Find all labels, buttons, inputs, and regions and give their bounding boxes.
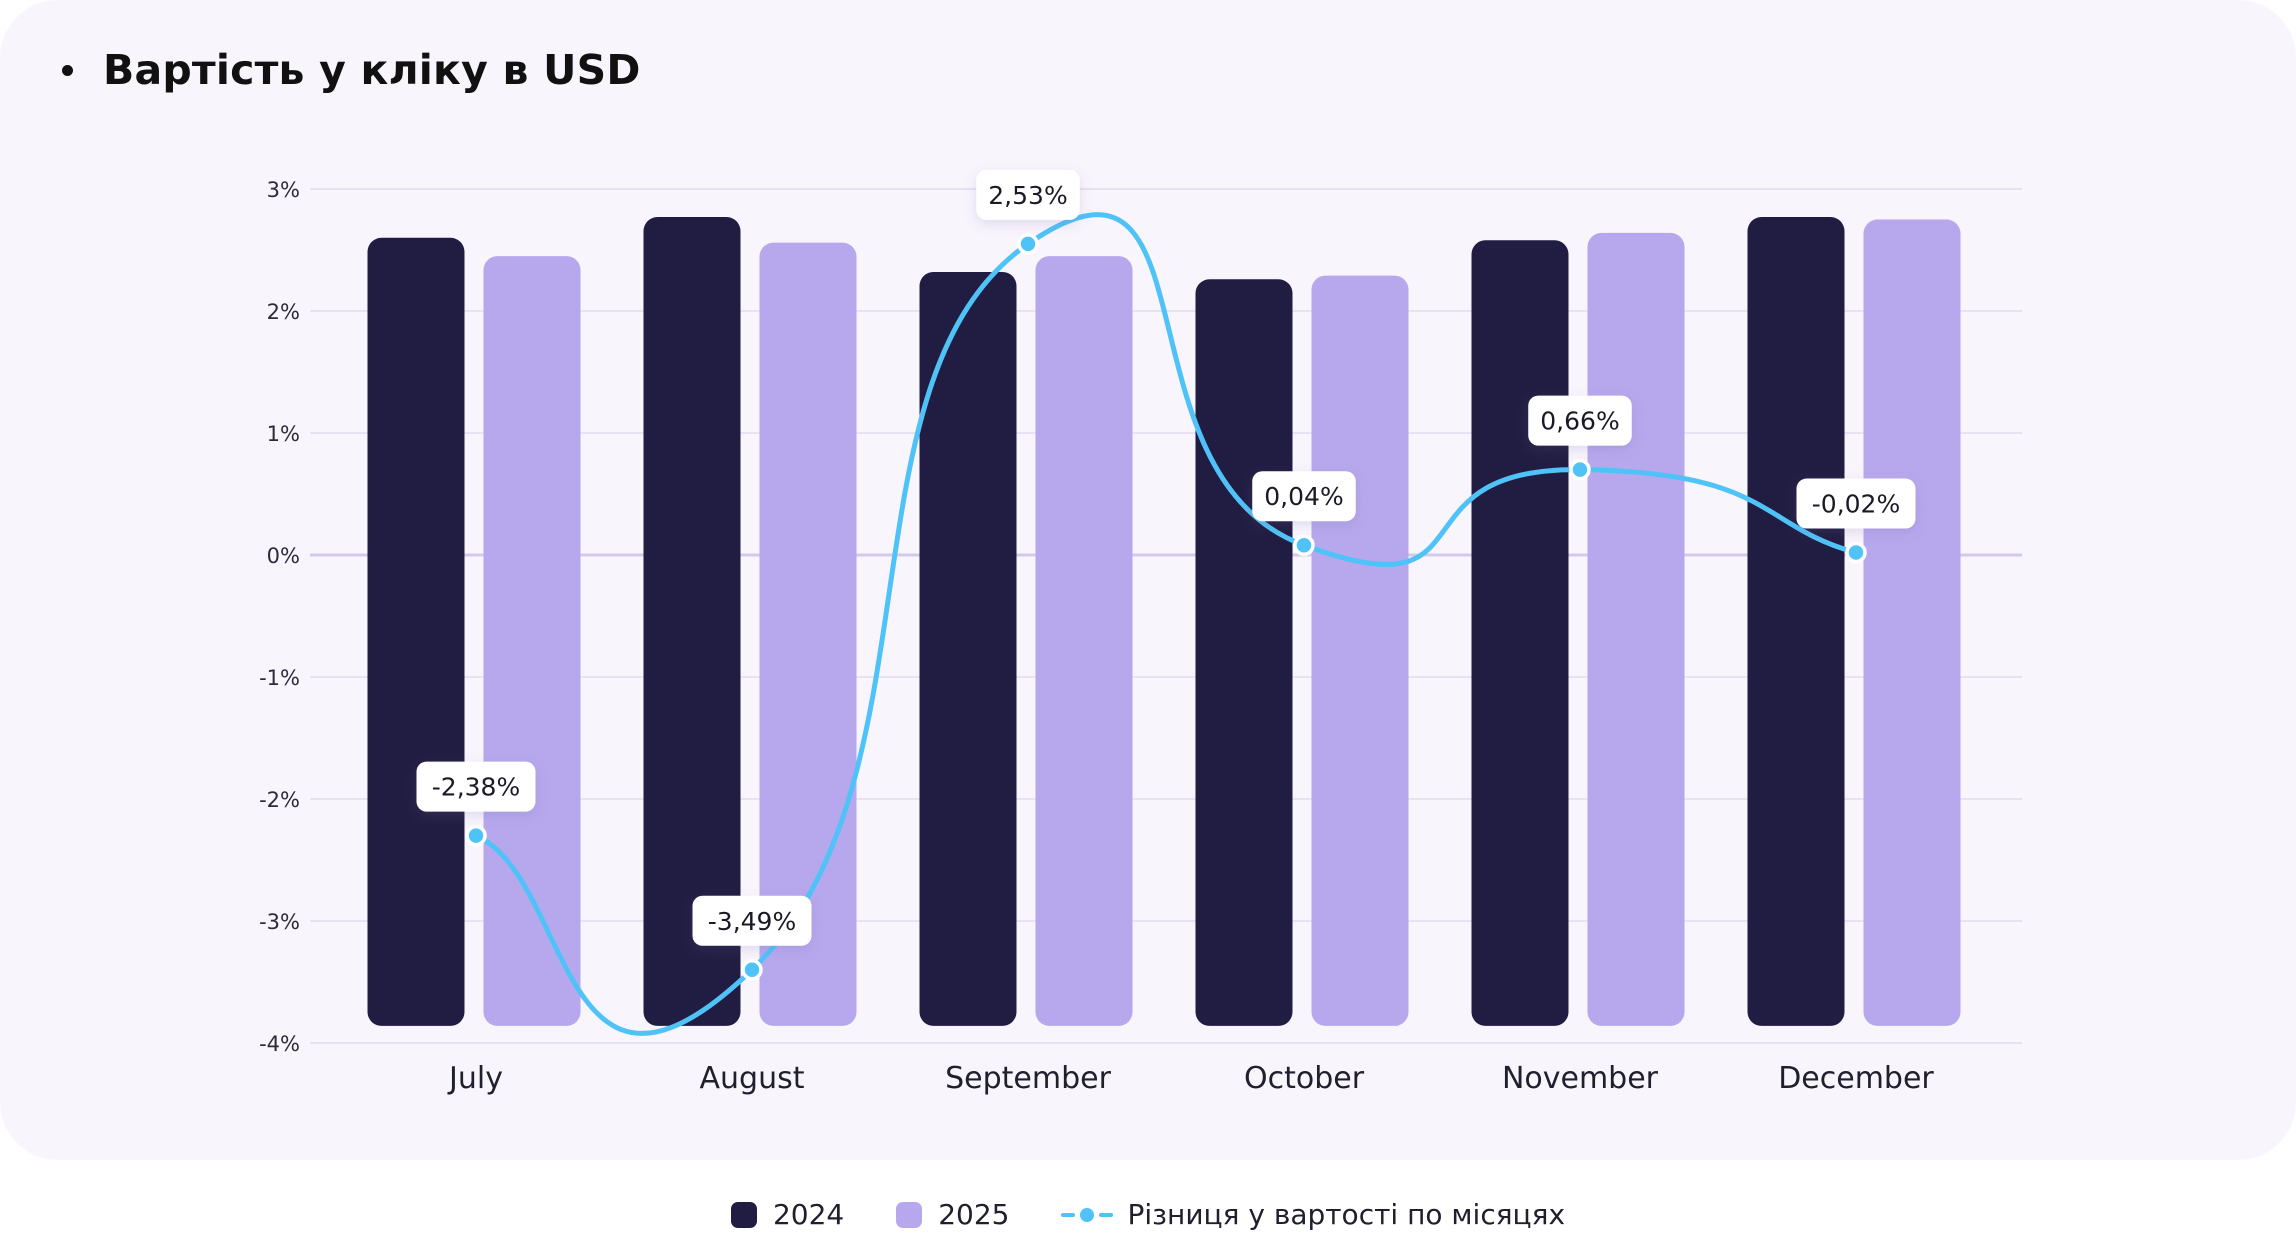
y-tick-label: 1%: [267, 422, 300, 446]
data-label-box: [416, 761, 536, 812]
bar-2024-august[interactable]: [643, 217, 741, 1026]
x-tick-label: December: [1778, 1061, 1934, 1096]
x-tick-label: August: [700, 1061, 805, 1096]
data-label-box: [692, 895, 812, 946]
bar-2024-october[interactable]: [1195, 279, 1293, 1026]
bar-2025-november[interactable]: [1587, 232, 1685, 1026]
legend-item-2024[interactable]: 2024: [730, 1198, 845, 1231]
bar-2025-december[interactable]: [1863, 219, 1961, 1026]
difference-point[interactable]: [465, 824, 487, 847]
bar-2025-september[interactable]: [1035, 256, 1133, 1026]
bar-2025-august[interactable]: [759, 242, 857, 1026]
x-tick-label: November: [1502, 1061, 1659, 1096]
x-tick-label: October: [1244, 1061, 1365, 1096]
difference-line: [473, 212, 1859, 1036]
x-tick-label: September: [945, 1061, 1111, 1096]
y-tick-label: -1%: [259, 666, 300, 690]
y-tick-label: -4%: [259, 1032, 300, 1056]
chart: -2,38% -3,49% 2,53% 0,04% 0,66% -0,02% 3% 2% 1%…: [259, 169, 2022, 1096]
data-label: 2,53%: [988, 181, 1067, 210]
y-tick-label: -2%: [259, 788, 300, 812]
difference-point[interactable]: [1017, 233, 1039, 255]
data-label-box: [1796, 478, 1916, 529]
bar-2025-october[interactable]: [1311, 275, 1409, 1026]
data-label: 0,04%: [1264, 482, 1343, 511]
difference-point[interactable]: [741, 959, 763, 981]
legend-label-2024: 2024: [772, 1198, 845, 1231]
data-label-box: [976, 169, 1080, 220]
legend-item-2025[interactable]: 2025: [896, 1198, 1009, 1231]
bar-2024-july[interactable]: [367, 237, 465, 1026]
legend: 2024 2025 Різниця у вартості по місяцях: [0, 1198, 2296, 1231]
difference-point[interactable]: [1845, 541, 1867, 564]
data-label: -0,02%: [1812, 490, 1900, 519]
legend-item-difference[interactable]: Різниця у вартості по місяцях: [1061, 1198, 1565, 1231]
difference-point[interactable]: [1293, 534, 1315, 556]
bar-2024-december[interactable]: [1747, 217, 1845, 1026]
y-tick-label: 2%: [267, 300, 300, 324]
bar-2024-november[interactable]: [1471, 240, 1569, 1026]
legend-label-2025: 2025: [938, 1198, 1010, 1231]
data-label-box: [1252, 471, 1356, 522]
swatch-2025-icon: [896, 1201, 923, 1228]
bar-2025-july[interactable]: [483, 256, 581, 1026]
difference-point[interactable]: [1569, 458, 1591, 481]
chart-title: Вартість у кліку в USD: [103, 46, 641, 94]
y-tick-label: 3%: [267, 178, 300, 202]
y-tick-label: 0%: [267, 544, 300, 568]
x-tick-label: July: [447, 1061, 503, 1096]
bar-2024-september[interactable]: [919, 271, 1017, 1026]
title-row: Вартість у кліку в USD: [56, 46, 641, 94]
bullet-icon: [62, 64, 73, 76]
data-label: -3,49%: [708, 907, 796, 936]
swatch-2024-icon: [730, 1201, 757, 1228]
data-label: -2,38%: [432, 773, 520, 802]
line-dash-dot-icon: [1061, 1205, 1114, 1225]
legend-label-difference: Різниця у вартості по місяцях: [1127, 1198, 1566, 1231]
y-tick-label: -3%: [259, 910, 300, 934]
data-label-box: [1528, 395, 1632, 446]
data-label: 0,66%: [1540, 407, 1619, 436]
